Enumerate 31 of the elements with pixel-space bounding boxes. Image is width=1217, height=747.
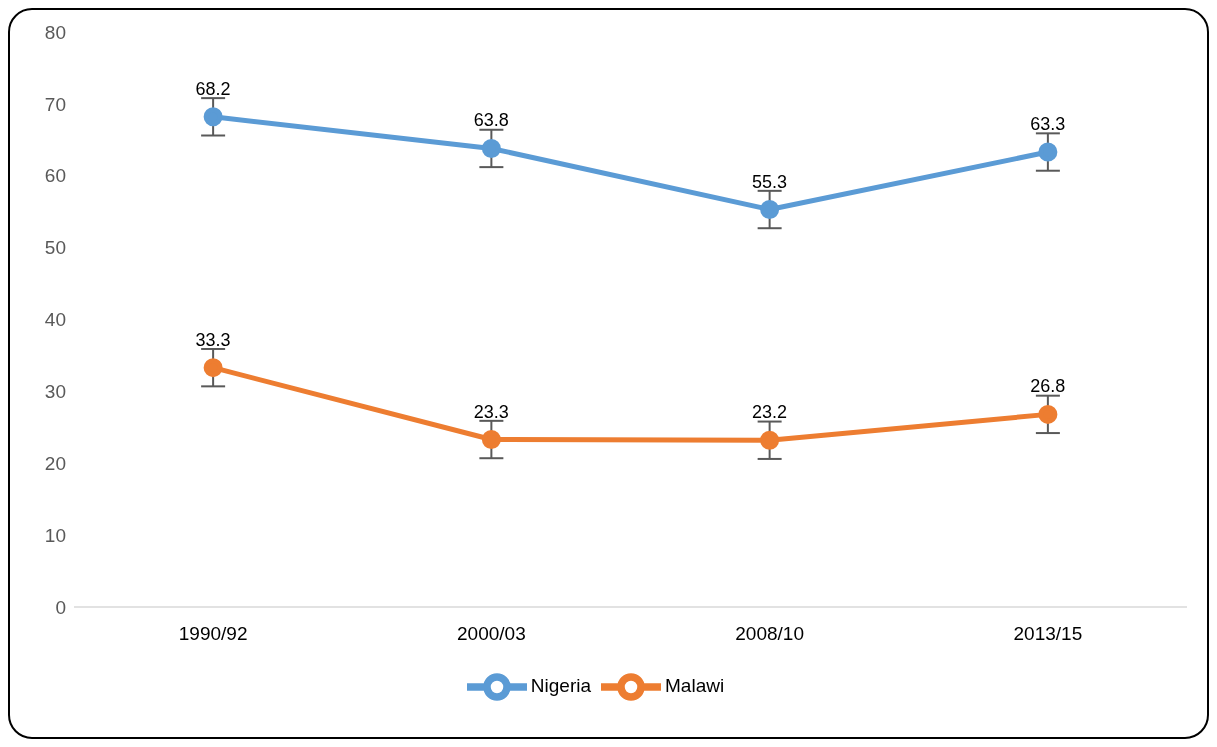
data-label: 63.3 (1030, 114, 1066, 135)
y-tick-label: 40 (44, 309, 66, 331)
y-tick-label: 0 (55, 596, 66, 618)
point (1038, 404, 1058, 424)
y-tick-label: 70 (44, 93, 66, 115)
y-tick-label: 60 (44, 165, 66, 187)
legend-label: Malawi (665, 675, 725, 697)
y-tick-label: 80 (44, 21, 66, 43)
data-label: 68.2 (195, 78, 231, 99)
x-tick-label: 2013/15 (1013, 623, 1083, 645)
data-label: 23.2 (752, 402, 788, 423)
y-tick-label: 10 (44, 524, 66, 546)
point (1038, 142, 1058, 162)
legend-label: Nigeria (530, 675, 592, 697)
data-label: 23.3 (473, 401, 509, 422)
data-label: 55.3 (752, 171, 788, 192)
point (760, 430, 780, 450)
point (481, 430, 501, 450)
y-tick-label: 50 (44, 237, 66, 259)
x-tick-label: 1990/92 (178, 623, 248, 645)
data-label: 33.3 (195, 329, 231, 350)
data-label: 63.8 (473, 110, 509, 131)
point (760, 200, 780, 220)
x-tick-label: 2000/03 (457, 623, 526, 645)
point (481, 138, 501, 158)
y-tick-label: 30 (44, 381, 66, 403)
x-tick-label: 2008/10 (735, 623, 804, 645)
point (203, 358, 223, 378)
data-label: 26.8 (1030, 376, 1066, 397)
y-tick-label: 20 (44, 452, 66, 474)
point (203, 107, 223, 127)
